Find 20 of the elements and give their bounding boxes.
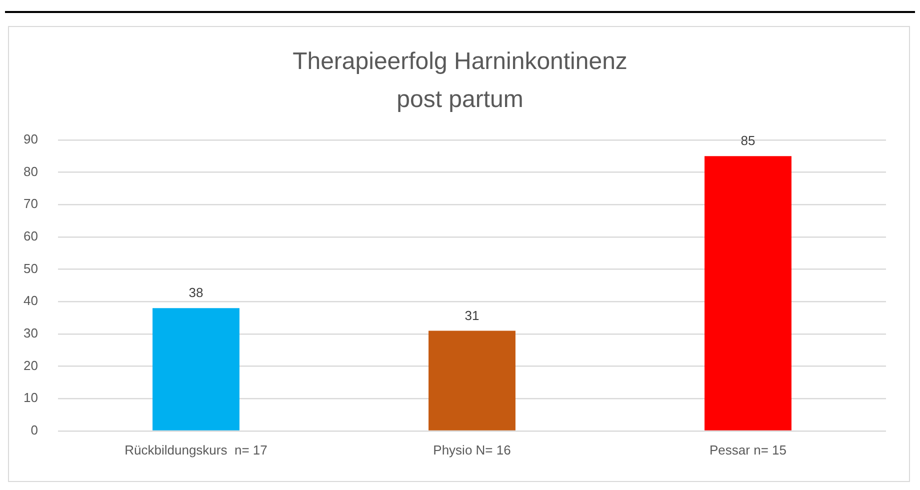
bar (152, 308, 240, 430)
x-tick-label: Physio N= 16 (433, 442, 511, 458)
x-tick-label: Rückbildungskurs n= 17 (124, 442, 268, 458)
y-tick-label: 60 (24, 228, 38, 244)
chart-title: Therapieerfolg Harninkontinenz post partum (292, 47, 628, 115)
data-label: 85 (740, 133, 756, 148)
y-tick-label: 30 (24, 326, 38, 341)
bar (428, 330, 516, 430)
y-tick-label: 40 (24, 293, 38, 308)
data-label: 38 (188, 285, 204, 300)
x-tick-label: Pessar n= 15 (710, 442, 786, 458)
data-label: 31 (464, 308, 480, 323)
y-tick-label: 20 (24, 358, 38, 373)
y-tick-label: 80 (24, 164, 38, 179)
y-tick-label: 50 (24, 260, 38, 276)
y-tick-label: 90 (24, 132, 38, 147)
y-tick-label: 70 (24, 196, 38, 212)
bar (704, 156, 792, 430)
y-tick-label: 10 (24, 390, 38, 406)
y-tick-label: 0 (30, 422, 38, 438)
